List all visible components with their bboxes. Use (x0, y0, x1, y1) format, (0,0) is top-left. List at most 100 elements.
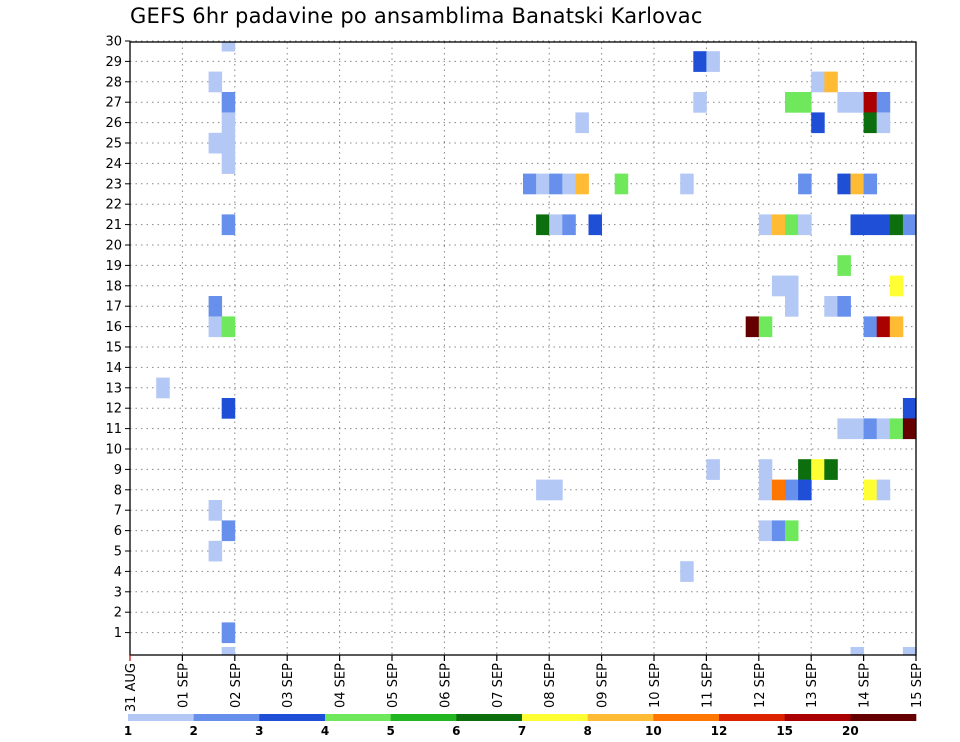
chart-title: GEFS 6hr padavine po ansamblima Banatski… (130, 4, 703, 28)
y-tick-label: 28 (105, 75, 122, 90)
y-tick-label: 1 (114, 626, 122, 641)
x-tick-label: 02 SEP (229, 663, 244, 708)
heatmap-cell (549, 479, 563, 501)
heatmap-cell (523, 173, 537, 195)
heatmap-cell (549, 173, 563, 195)
heatmap-cell (876, 112, 891, 134)
heatmap-cell (824, 459, 838, 480)
colorbar-label: 6 (452, 724, 460, 738)
heatmap-cell (208, 296, 223, 317)
y-tick-label: 23 (105, 177, 122, 192)
heatmap-cell (785, 214, 799, 236)
y-tick-label: 20 (105, 239, 122, 254)
heatmap-cell (902, 418, 917, 440)
colorbar-label: 10 (645, 724, 662, 738)
heatmap-cell (536, 479, 550, 501)
heatmap-cell (863, 418, 878, 440)
heatmap-cell (798, 214, 812, 236)
heatmap-cell (745, 316, 760, 338)
y-tick-label: 24 (105, 157, 122, 172)
heatmap-cell (863, 316, 878, 338)
x-tick-label: 13 SEP (805, 663, 820, 708)
colorbar-label: 3 (255, 724, 263, 738)
heatmap-cell (771, 275, 786, 297)
heatmap-cell (850, 214, 864, 236)
y-tick-label: 14 (105, 361, 122, 376)
plot-frame (129, 41, 917, 656)
y-tick-label: 25 (105, 137, 122, 152)
heatmap-cell (693, 92, 707, 113)
heatmap-cell (549, 214, 563, 236)
heatmap-cell (876, 214, 891, 236)
heatmap-cell (798, 459, 812, 480)
heatmap-cell (575, 112, 589, 134)
heatmap-cell (221, 214, 236, 236)
heatmap-cell (208, 500, 223, 521)
colorbar-segment (587, 714, 654, 721)
heatmap-cell (889, 214, 904, 236)
heatmap-cell (876, 92, 891, 113)
heatmap-cell (785, 296, 799, 317)
y-tick-label: 26 (105, 116, 122, 131)
heatmap-cell (771, 520, 786, 542)
colorbar-segment (653, 714, 720, 721)
x-tick-label: 09 SEP (596, 663, 611, 708)
heatmap-cell (863, 479, 878, 501)
x-tick-label: 14 SEP (858, 663, 873, 708)
heatmap-cell (208, 316, 223, 338)
x-tick-label: 15 SEP (910, 663, 925, 708)
heatmap-cell (221, 42, 236, 52)
heatmap-cell (889, 316, 904, 338)
colorbar-segment (259, 714, 326, 721)
colorbar-legend: 1 2 3 4 5 6 7 8 10 12 15 20 (124, 714, 917, 738)
heatmap-cell (798, 173, 812, 195)
colorbar-segment (193, 714, 260, 721)
y-tick-label: 10 (105, 443, 122, 458)
y-tick-label: 19 (105, 259, 122, 274)
heatmap-cell (536, 214, 550, 236)
colorbar-label: 15 (776, 724, 793, 738)
heatmap-cell (785, 520, 799, 542)
heatmap-cell (758, 459, 773, 480)
colorbar-segment (719, 714, 785, 721)
heatmap-cell (758, 479, 773, 501)
y-tick-label: 13 (105, 381, 122, 396)
heatmap-cell (824, 296, 838, 317)
colorbar-label: 7 (518, 724, 526, 738)
heatmap-cell (863, 112, 878, 134)
heatmap-cell (221, 153, 236, 174)
heatmap-cell (221, 316, 236, 338)
y-axis-ticks: 1234567891011121314151617181920212223242… (105, 35, 130, 641)
colorbar-label: 12 (711, 724, 728, 738)
y-tick-label: 29 (105, 55, 122, 70)
heatmap-cell (562, 173, 576, 195)
y-tick-label: 18 (105, 279, 122, 294)
x-tick-label: 05 SEP (386, 663, 401, 708)
x-tick-label: 11 SEP (700, 663, 715, 708)
heatmap-cell (575, 173, 589, 195)
heatmap-cell (221, 647, 236, 655)
heatmap-cell (850, 647, 864, 655)
heatmap-cell (221, 92, 236, 113)
colorbar-segment (784, 714, 851, 721)
heatmap-cell (798, 92, 812, 113)
heatmap-cell (850, 92, 864, 113)
x-tick-label: 06 SEP (438, 663, 453, 708)
heatmap-cell (706, 51, 720, 72)
heatmap-cell (680, 173, 694, 195)
heatmap-cell (221, 112, 236, 134)
heatmap-cell (902, 214, 917, 236)
heatmap-cell (902, 647, 917, 655)
x-tick-label: 04 SEP (334, 663, 349, 708)
heatmap-cell (902, 398, 917, 419)
heatmap-cell (208, 71, 223, 93)
heatmap-cell (156, 377, 170, 399)
heatmap-cells (156, 42, 917, 655)
heatmap-cell (811, 459, 825, 480)
colorbar-label: 20 (842, 724, 859, 738)
heatmap-cell (785, 275, 799, 297)
x-tick-label: 12 SEP (753, 663, 768, 708)
heatmap-cell (824, 71, 838, 93)
y-tick-label: 3 (114, 585, 122, 600)
heatmap-cell (889, 275, 904, 297)
